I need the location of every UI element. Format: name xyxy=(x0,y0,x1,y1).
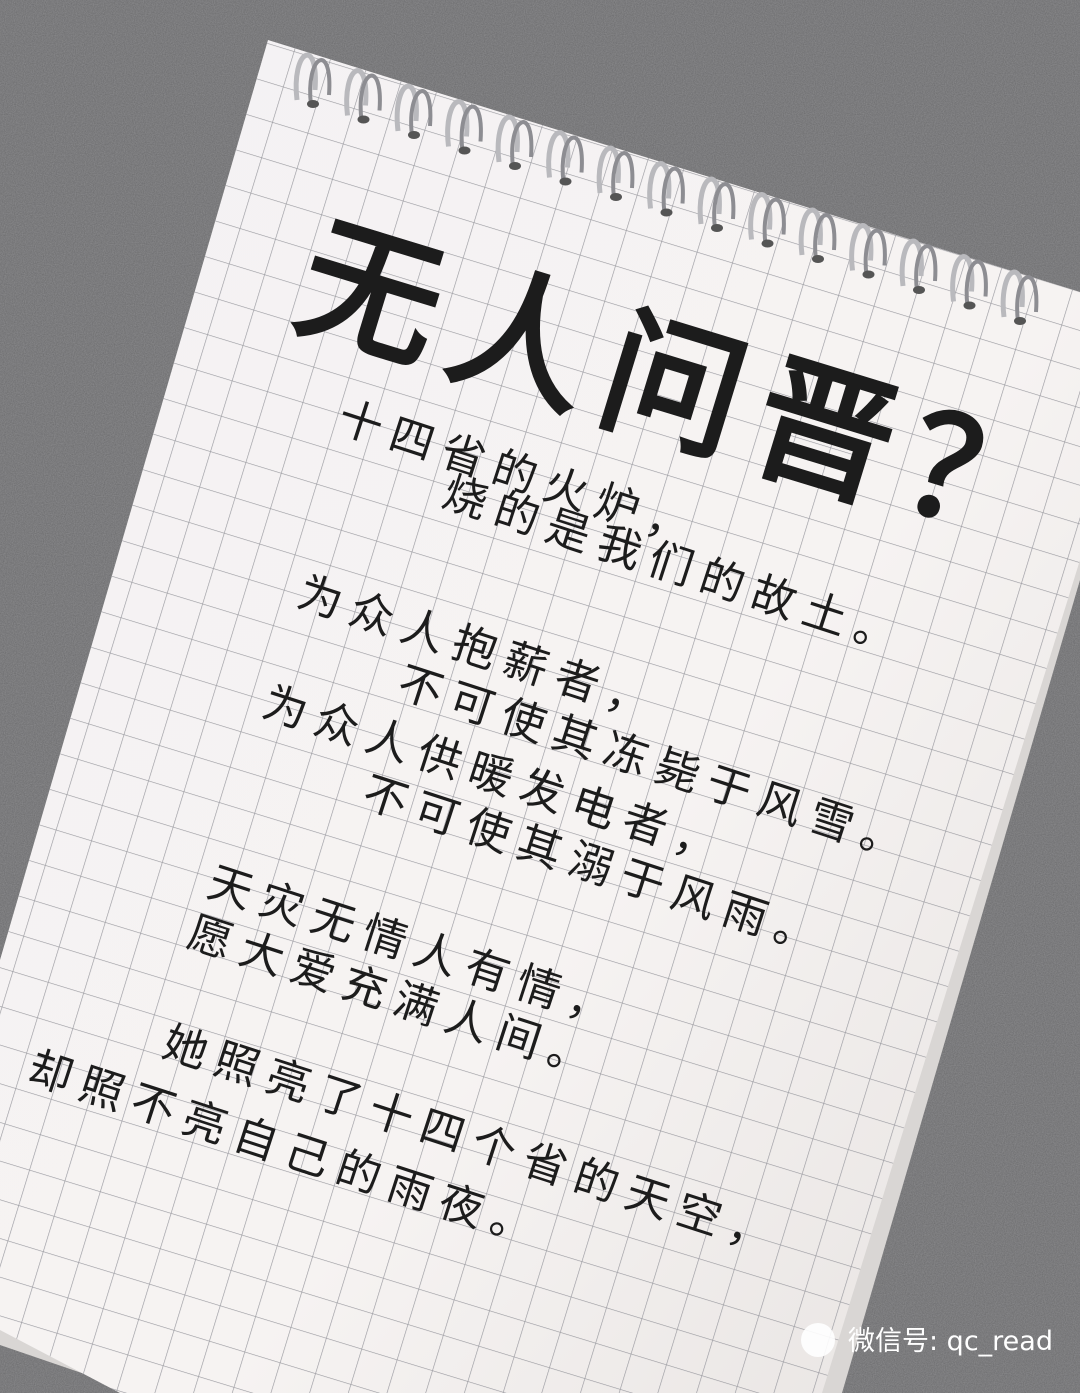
ring xyxy=(849,223,874,271)
ring-hole xyxy=(761,239,774,248)
ring-hole xyxy=(408,131,420,139)
ring xyxy=(510,120,534,168)
ring-hole xyxy=(913,286,925,294)
watermark: 微信号: qc_read xyxy=(848,1326,1053,1357)
ring xyxy=(596,145,621,194)
ring-hole xyxy=(610,193,622,201)
ring-hole xyxy=(812,255,824,263)
ring-hole xyxy=(1014,317,1026,325)
ring xyxy=(308,58,332,106)
ring xyxy=(697,176,722,225)
ring xyxy=(661,166,685,214)
ring xyxy=(964,259,988,307)
ring xyxy=(459,104,483,152)
spiral-rings xyxy=(293,52,1039,325)
ring xyxy=(344,68,369,116)
ring-hole xyxy=(357,115,370,124)
ring xyxy=(611,151,635,199)
ring xyxy=(445,99,470,147)
ring xyxy=(863,228,887,276)
ring xyxy=(1015,275,1039,323)
ring-hole xyxy=(711,224,723,232)
ring xyxy=(647,161,672,209)
ring xyxy=(358,73,382,121)
ring xyxy=(712,182,736,230)
ring xyxy=(813,213,837,261)
ring xyxy=(748,192,773,240)
ring xyxy=(560,135,584,183)
ring xyxy=(914,244,938,292)
wechat-icon xyxy=(801,1323,835,1357)
ring-hole xyxy=(509,162,521,170)
ring xyxy=(798,207,823,256)
ring xyxy=(899,238,924,287)
ring-hole xyxy=(963,301,976,310)
ring xyxy=(762,197,786,245)
ring xyxy=(546,130,571,178)
ring-hole xyxy=(307,100,319,108)
ring xyxy=(950,254,975,302)
ring-hole xyxy=(559,177,572,186)
ring xyxy=(394,83,419,132)
ring xyxy=(293,52,318,101)
ring xyxy=(1000,269,1025,318)
ring xyxy=(409,89,433,137)
ring-hole xyxy=(862,270,875,279)
ring-hole xyxy=(458,146,471,155)
ring xyxy=(495,114,520,163)
ring-hole xyxy=(660,208,673,217)
